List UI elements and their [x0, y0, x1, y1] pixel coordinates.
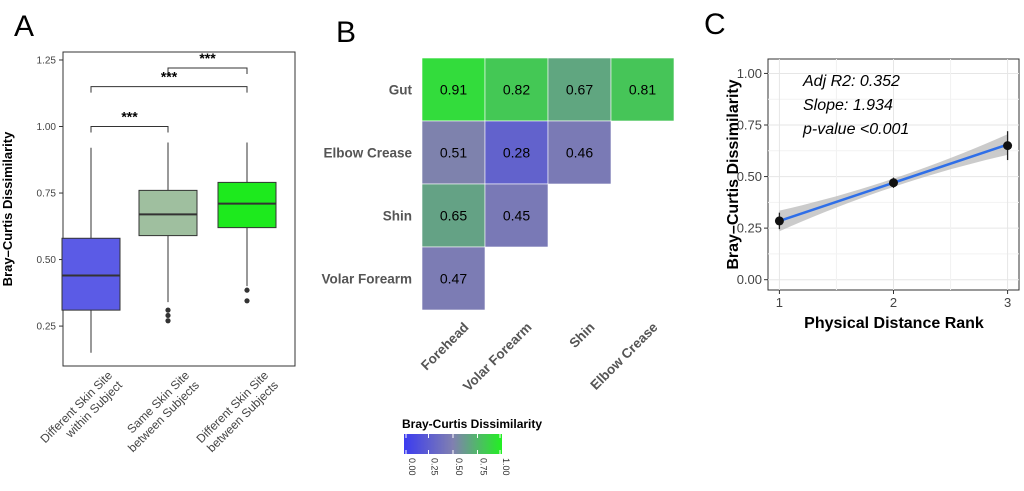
- y-tick-label: 1.00: [37, 122, 57, 133]
- significance-bracket: [90, 126, 169, 133]
- heatmap-value: 0.51: [440, 145, 467, 161]
- heatmap-cell: [421, 120, 486, 185]
- heatmap-col-label: Shin: [566, 320, 597, 351]
- panel-a-boxes: [61, 142, 277, 353]
- annotation-slope: Slope: 1.934: [803, 97, 893, 114]
- category-label: Different Skin Sitewithin Subject: [37, 368, 125, 456]
- outlier-point: [165, 307, 171, 313]
- y-tick-label: 0.00: [737, 272, 762, 287]
- heatmap-value: 0.91: [440, 82, 467, 98]
- heatmap-cell: [547, 120, 612, 185]
- significance-label: ***: [199, 50, 216, 66]
- heatmap-cell: [610, 57, 675, 122]
- y-tick-label: 0.50: [37, 255, 57, 266]
- annotation-p-value: p-value <0.001: [802, 121, 909, 138]
- y-tick-label: 0.25: [737, 221, 762, 236]
- legend-tick-label: 0.25: [430, 458, 440, 476]
- heatmap-cell: [484, 120, 549, 185]
- box-iqr: [138, 189, 198, 237]
- heatmap-cell: [421, 57, 486, 122]
- heatmap-value: 0.67: [566, 82, 593, 98]
- panel-a-y-axis: 0.25 0.50 0.75 1.00 1.25: [37, 55, 63, 333]
- panel-a: A 0.25 0.50 0.75 1.00 1.25 Bray–Curtis Dissi…: [0, 10, 296, 456]
- heatmap-cell: [484, 57, 549, 122]
- data-point: [889, 178, 898, 188]
- y-tick-label: 0.75: [37, 189, 57, 200]
- legend-tick-label: 0.00: [407, 458, 417, 476]
- outlier-point: [165, 318, 171, 324]
- heatmap-col-label: Elbow Crease: [587, 319, 661, 393]
- panel-c-plot: [774, 131, 1013, 232]
- panel-c-axes: 0.00 0.25 0.50 0.75 1.00 1 2 3: [737, 66, 1012, 310]
- outlier-point: [165, 312, 171, 319]
- outlier-point: [244, 287, 250, 293]
- heatmap-col-label: Volar Forearm: [460, 320, 535, 395]
- heatmap-cell: [421, 246, 486, 311]
- y-tick-label: 0.50: [737, 169, 762, 184]
- x-tick-label: 1: [776, 295, 783, 310]
- box-3: [217, 142, 277, 304]
- data-point: [774, 216, 784, 226]
- y-tick-label: 0.75: [737, 118, 762, 133]
- heatmap-value: 0.47: [440, 271, 467, 287]
- heatmap-row-label: Volar Forearm: [321, 272, 412, 287]
- panel-c-annotations: Adj R2: 0.352 Slope: 1.934 p-value <0.00…: [802, 73, 909, 138]
- y-tick-label: 1.25: [37, 55, 57, 66]
- heatmap-value: 0.46: [566, 145, 593, 161]
- legend-tick-label: 1.00: [501, 458, 511, 476]
- heatmap-value: 0.82: [503, 82, 530, 98]
- panel-a-letter: A: [14, 10, 34, 43]
- annotation-adj-r2: Adj R2: 0.352: [802, 73, 900, 90]
- panel-c-x-label: Physical Distance Rank: [804, 315, 984, 332]
- box-2: [138, 142, 198, 324]
- panel-b: B 0.91 0.82 0.67 0.810.51 0.28 0.460.65 0.450.…: [321, 16, 675, 476]
- heatmap-cell: [547, 57, 612, 122]
- category-label: Different Skin Sitebetween Subjects: [193, 368, 281, 456]
- panel-c: C 0.00 0.25 0.50 0.75 1.00 1 2 3 Adj R2: 0.352 …: [704, 8, 1020, 332]
- panel-b-row-labels: Gut Elbow Crease Shin Volar Forearm: [321, 83, 412, 287]
- significance-label: ***: [121, 109, 138, 125]
- heatmap-cell: [484, 183, 549, 248]
- legend-tick-label: 0.50: [454, 458, 464, 476]
- legend-colorbar: [404, 434, 502, 454]
- significance-label: ***: [161, 69, 178, 85]
- box-iqr: [61, 237, 121, 311]
- outlier-point: [244, 298, 250, 304]
- panel-b-heatmap-cells: 0.91 0.82 0.67 0.81 0.51 0.28 0.46 0.65 0.45 0.47: [421, 57, 675, 311]
- panel-b-legend: Bray-Curtis Dissimilarity 0.00 0.25 0.50 0.…: [402, 417, 542, 476]
- category-label: Same Skin Sitebetween Subjects: [115, 368, 202, 455]
- data-point: [1003, 141, 1013, 151]
- panel-a-category-labels: Different Skin Sitewithin Subject Same Sk…: [37, 368, 281, 456]
- legend-title: Bray-Curtis Dissimilarity: [402, 417, 542, 431]
- panel-a-significance: *** *** ***: [90, 50, 248, 133]
- panel-c-letter: C: [704, 8, 726, 41]
- heatmap-value: 0.45: [503, 208, 530, 224]
- panel-c-grid: [768, 59, 1019, 290]
- panel-a-y-label: Bray–Curtis Dissimilarity: [0, 131, 15, 286]
- box-1: [61, 147, 121, 353]
- heatmap-value: 0.65: [440, 208, 467, 224]
- box-iqr: [217, 181, 277, 229]
- panel-b-letter: B: [336, 16, 356, 49]
- heatmap-row-label: Shin: [383, 209, 412, 224]
- x-tick-label: 3: [1004, 295, 1011, 310]
- x-tick-label: 2: [890, 295, 897, 310]
- legend-tick-label: 0.75: [479, 458, 489, 476]
- legend-ticks: 0.00 0.25 0.50 0.75 1.00: [405, 434, 511, 476]
- heatmap-row-label: Gut: [389, 83, 413, 98]
- y-tick-label: 0.25: [37, 322, 57, 333]
- significance-bracket: [90, 86, 248, 93]
- heatmap-col-label: Forehead: [418, 320, 472, 374]
- heatmap-value: 0.28: [503, 145, 530, 161]
- significance-bracket: [167, 67, 248, 74]
- heatmap-value: 0.81: [629, 82, 656, 98]
- panel-c-y-label: Bray–Curtis Dissimilarity: [725, 79, 742, 269]
- heatmap-row-label: Elbow Crease: [323, 146, 412, 161]
- y-tick-label: 1.00: [737, 66, 762, 81]
- heatmap-cell: [421, 183, 486, 248]
